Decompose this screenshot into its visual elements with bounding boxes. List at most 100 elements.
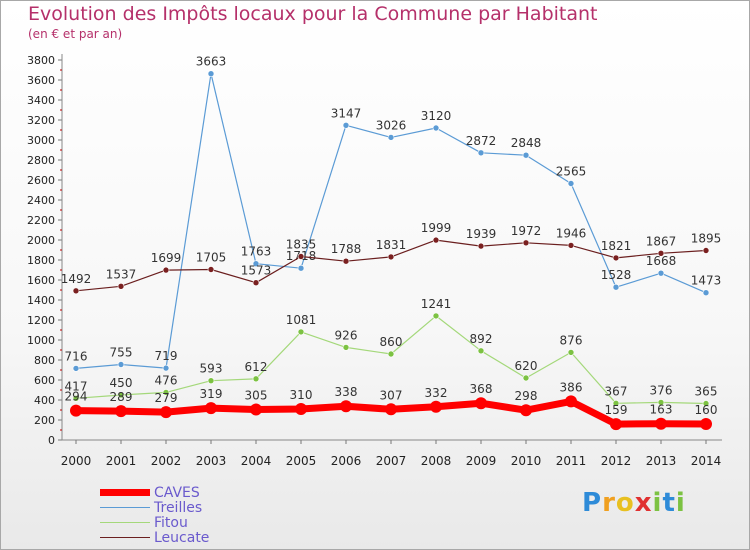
data-label-leucate: 1895 [691, 232, 722, 246]
data-point-caves [700, 418, 712, 430]
y-tick-label: 3200 [27, 114, 55, 127]
data-label-treilles: 2872 [466, 134, 497, 148]
y-axis-dot [60, 149, 62, 151]
data-label-fitou: 1081 [286, 313, 317, 327]
data-label-caves: 386 [560, 380, 583, 394]
y-tick-label: 400 [34, 394, 55, 407]
y-tick-label: 800 [34, 354, 55, 367]
x-tick-label: 2010 [511, 454, 542, 468]
y-tick-label: 1600 [27, 274, 55, 287]
data-label-caves: 332 [425, 386, 448, 400]
y-axis-dot [60, 89, 62, 91]
y-axis-dot [60, 309, 62, 311]
data-label-caves: 298 [515, 389, 538, 403]
data-point-treilles [432, 124, 440, 132]
y-axis-dot [60, 129, 62, 131]
data-label-treilles: 3120 [421, 109, 452, 123]
data-point-treilles [342, 122, 350, 129]
legend-swatch-treilles [100, 506, 150, 509]
data-point-fitou [702, 400, 710, 407]
data-point-caves [295, 403, 307, 415]
y-axis-dot [60, 109, 62, 111]
data-point-caves [385, 403, 397, 416]
data-label-fitou: 367 [605, 384, 628, 398]
data-point-leucate [477, 242, 485, 250]
data-point-caves [250, 403, 262, 416]
data-point-treilles [207, 70, 215, 77]
logo-letter: P [582, 488, 603, 518]
legend-label-treilles: Treilles [154, 499, 203, 516]
data-point-caves [655, 417, 667, 430]
data-label-treilles: 3026 [376, 118, 407, 132]
data-label-leucate: 1972 [511, 224, 542, 238]
chart-subtitle: (en € et par an) [28, 27, 123, 41]
data-point-treilles [252, 260, 260, 268]
data-label-treilles: 1763 [241, 245, 272, 259]
data-label-caves: 338 [335, 385, 358, 399]
y-axis-dot [60, 329, 62, 331]
data-label-treilles: 755 [110, 346, 133, 360]
data-point-leucate [567, 242, 575, 249]
data-point-leucate [657, 250, 665, 257]
legend-swatch-fitou [100, 521, 150, 524]
x-tick-label: 2008 [421, 454, 452, 468]
y-axis-dot [60, 269, 62, 271]
y-tick-label: 3000 [27, 134, 55, 147]
data-label-treilles: 3663 [196, 55, 227, 69]
chart-legend: CAVES Treilles Fitou Leucate [100, 484, 209, 546]
data-point-fitou [162, 389, 170, 396]
logo-letter: i [675, 488, 686, 518]
data-point-fitou [477, 347, 485, 355]
data-label-leucate: 1946 [556, 226, 587, 240]
data-point-treilles [612, 283, 620, 291]
data-point-leucate [252, 279, 260, 287]
data-label-leucate: 1492 [61, 272, 92, 286]
x-tick-label: 2014 [691, 454, 722, 468]
x-tick-label: 2004 [241, 454, 272, 468]
data-point-leucate [207, 266, 215, 273]
data-point-caves [430, 400, 442, 413]
legend-label-caves: CAVES [154, 484, 200, 501]
data-label-fitou: 860 [380, 335, 403, 349]
data-label-fitou: 376 [650, 383, 673, 397]
data-label-fitou: 612 [245, 360, 268, 374]
data-label-leucate: 1835 [286, 238, 317, 252]
data-point-caves [160, 406, 172, 419]
data-point-caves [205, 402, 217, 415]
data-point-treilles [657, 269, 665, 277]
data-label-leucate: 1821 [601, 239, 632, 253]
data-point-leucate [297, 253, 305, 260]
x-tick-label: 2006 [331, 454, 362, 468]
data-label-leucate: 1705 [196, 251, 227, 265]
data-label-caves: 289 [110, 390, 133, 404]
data-point-treilles [387, 134, 395, 141]
legend-item-leucate: Leucate [100, 530, 209, 546]
x-tick-label: 2012 [601, 454, 632, 468]
x-tick-label: 2009 [466, 454, 497, 468]
y-tick-label: 1400 [27, 294, 55, 307]
data-point-treilles [522, 151, 530, 159]
y-tick-label: 3800 [27, 54, 55, 67]
data-label-fitou: 892 [470, 332, 493, 346]
data-point-caves [70, 404, 82, 417]
legend-swatch-leucate [100, 536, 150, 539]
chart-title: Evolution des Impôts locaux pour la Comm… [28, 3, 598, 25]
y-axis-dot [60, 209, 62, 211]
data-label-leucate: 1867 [646, 234, 677, 248]
legend-label-fitou: Fitou [154, 514, 188, 531]
y-axis-dot [60, 429, 62, 431]
data-label-caves: 294 [65, 390, 88, 404]
y-axis-dot [60, 369, 62, 371]
data-label-leucate: 1573 [241, 264, 272, 278]
data-point-fitou [207, 377, 215, 385]
data-point-leucate [387, 253, 395, 261]
data-point-caves [610, 418, 622, 431]
data-label-caves: 279 [155, 391, 178, 405]
logo-letter: r [602, 488, 616, 518]
x-tick-label: 2001 [106, 454, 137, 468]
legend-swatch-caves [100, 489, 150, 496]
data-point-fitou [252, 375, 260, 383]
x-tick-label: 2013 [646, 454, 677, 468]
data-label-caves: 310 [290, 388, 313, 402]
data-point-treilles [567, 180, 575, 187]
